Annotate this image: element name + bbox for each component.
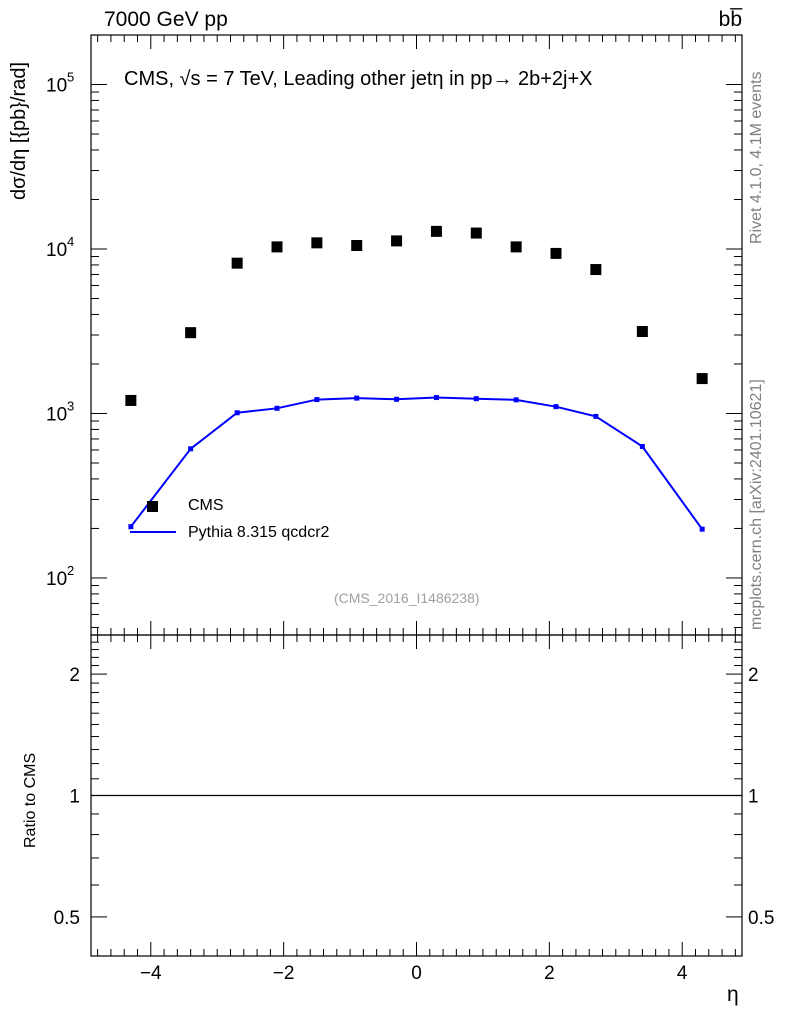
- legend-label-pythia: Pythia 8.315 qcdcr2: [188, 524, 330, 541]
- y-axis-label: dσ/dη [{pb}/rad]: [8, 61, 30, 200]
- ratio-y-tick-label-right: 2: [748, 665, 759, 686]
- cms-data-point: [550, 247, 562, 259]
- cms-data-point: [510, 241, 522, 253]
- legend-marker-cms: [147, 501, 158, 512]
- axis-ticks: [91, 34, 742, 957]
- x-tick-label: −2: [273, 963, 295, 984]
- x-tick-label: 2: [544, 963, 555, 984]
- ratio-y-tick-label: 1: [69, 787, 80, 808]
- cms-data-point: [696, 373, 708, 385]
- y-tick-label: 10: [46, 569, 67, 590]
- pythia-point: [433, 395, 439, 401]
- pythia-point: [513, 397, 519, 403]
- cms-data-point: [125, 394, 137, 406]
- ratio-y-tick-label: 0.5: [54, 908, 80, 929]
- cms-data-point: [271, 241, 283, 253]
- x-axis-label: η: [727, 983, 739, 1006]
- cms-data-point: [311, 237, 323, 249]
- ratio-y-tick-label-right: 1: [748, 787, 759, 808]
- cms-data-point: [391, 235, 403, 247]
- ratio-y-tick-label: 2: [69, 665, 80, 686]
- pythia-series: [128, 395, 705, 532]
- cms-data-point: [185, 327, 197, 339]
- y-tick-label: 10: [46, 404, 67, 425]
- y-tick-exponent: 5: [67, 70, 74, 85]
- cms-data-series: [125, 225, 708, 406]
- pythia-line: [130, 396, 703, 530]
- legend-markers: [130, 501, 176, 533]
- pythia-point: [639, 443, 645, 449]
- x-tick-label: 0: [411, 963, 422, 984]
- y-tick-label: 10: [46, 76, 67, 97]
- x-tick-label: 4: [677, 963, 688, 984]
- rivet-version-label: Rivet 4.1.0, 4.1M events: [748, 71, 765, 244]
- y-tick-label: 10: [46, 240, 67, 261]
- cms-data-point: [470, 227, 482, 239]
- pythia-point: [593, 413, 599, 419]
- ratio-y-axis-label: Ratio to CMS: [22, 752, 39, 848]
- pythia-point: [394, 396, 400, 402]
- pythia-point: [188, 446, 194, 452]
- y-tick-exponent: 2: [67, 563, 74, 578]
- chart-title: CMS, √s = 7 TeV, Leading other jetη in p…: [124, 68, 593, 90]
- y-tick-exponent: 3: [67, 398, 74, 413]
- pythia-point: [314, 397, 320, 403]
- process-label: bb̅: [718, 8, 742, 31]
- legend-label-cms: CMS: [188, 497, 224, 514]
- pythia-point: [553, 404, 559, 410]
- x-tick-label: −4: [140, 963, 162, 984]
- beam-energy-label: 7000 GeV pp: [104, 8, 228, 31]
- pythia-point: [354, 395, 360, 401]
- pythia-point: [234, 410, 240, 416]
- analysis-id-label: (CMS_2016_I1486238): [334, 590, 480, 606]
- cms-data-point: [231, 257, 243, 269]
- pythia-point: [473, 396, 479, 402]
- pythia-point: [699, 526, 705, 532]
- y-tick-exponent: 4: [67, 234, 74, 249]
- cms-data-point: [636, 326, 648, 338]
- cms-data-point: [351, 240, 363, 252]
- cms-data-point: [590, 264, 602, 276]
- pythia-point: [128, 524, 134, 530]
- ratio-y-tick-label-right: 0.5: [748, 908, 774, 929]
- cms-data-point: [430, 225, 442, 237]
- pythia-point: [274, 405, 280, 411]
- mcplots-label: mcplots.cern.ch [arXiv:2401.10621]: [748, 379, 765, 630]
